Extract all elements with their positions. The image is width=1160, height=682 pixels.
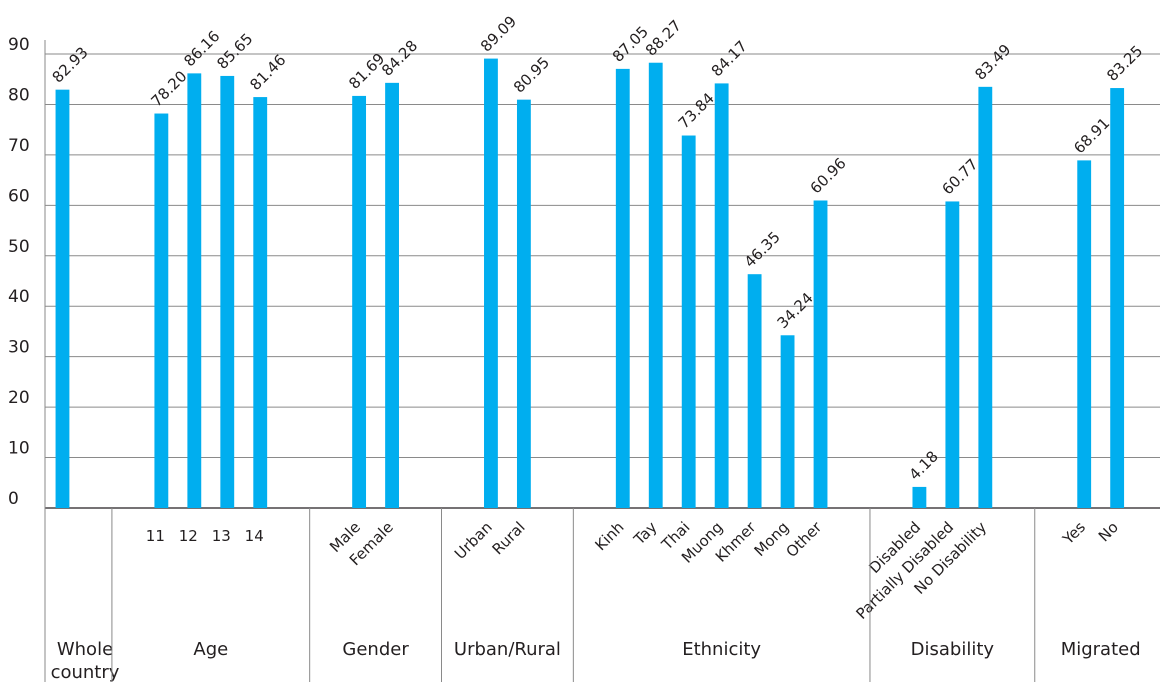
group-label: Age bbox=[193, 639, 228, 660]
data-label: 4.18 bbox=[906, 447, 942, 483]
data-label: 80.95 bbox=[510, 53, 553, 96]
data-label: 78.20 bbox=[147, 67, 190, 110]
gridlines bbox=[45, 53, 1160, 509]
bar bbox=[978, 86, 993, 509]
x-tick-label: Tay bbox=[630, 518, 661, 549]
x-tick-label: Mong bbox=[751, 518, 793, 560]
y-tick-label: 10 bbox=[8, 439, 30, 459]
bar bbox=[1077, 160, 1092, 508]
data-label: 73.84 bbox=[675, 89, 718, 132]
bar bbox=[253, 97, 268, 508]
group-label: Gender bbox=[342, 639, 409, 660]
bar bbox=[55, 89, 70, 509]
group-label: country bbox=[51, 662, 120, 682]
data-label: 84.28 bbox=[378, 37, 421, 80]
x-tick-label: Yes bbox=[1058, 518, 1089, 549]
bar bbox=[187, 73, 202, 508]
x-tick-label: 11 bbox=[146, 527, 165, 545]
bar bbox=[912, 486, 927, 508]
x-tick-label: Urban bbox=[451, 518, 496, 563]
data-label: 89.09 bbox=[477, 12, 520, 55]
bar bbox=[747, 274, 762, 508]
bar bbox=[352, 95, 367, 508]
bar bbox=[945, 201, 960, 509]
x-tick-label: No bbox=[1095, 518, 1122, 545]
y-tick-label: 80 bbox=[8, 85, 30, 105]
y-axis: 0 10 20 30 40 50 60 70 80 90 bbox=[8, 35, 30, 509]
bar bbox=[516, 99, 531, 508]
data-label: 82.93 bbox=[49, 43, 92, 86]
y-tick-label: 90 bbox=[8, 35, 30, 55]
data-label: 81.46 bbox=[246, 51, 289, 94]
x-tick-label: Kinh bbox=[592, 518, 628, 554]
x-tick-label: 12 bbox=[179, 527, 198, 545]
y-tick-label: 40 bbox=[8, 287, 30, 307]
data-label: 83.49 bbox=[971, 41, 1014, 84]
bar bbox=[648, 62, 663, 508]
group-label: Urban/Rural bbox=[454, 639, 561, 660]
group-label: Migrated bbox=[1061, 639, 1141, 660]
data-label: 83.25 bbox=[1103, 42, 1146, 85]
y-tick-label: 0 bbox=[8, 489, 19, 509]
x-tick-label: Other bbox=[783, 518, 826, 561]
bar bbox=[385, 82, 399, 509]
group-label: Whole bbox=[57, 639, 113, 660]
bar bbox=[813, 200, 828, 508]
y-tick-label: 50 bbox=[8, 237, 30, 257]
y-tick-label: 20 bbox=[8, 388, 30, 408]
data-label: 84.17 bbox=[708, 37, 751, 80]
bar bbox=[484, 58, 498, 508]
bar bbox=[1110, 88, 1125, 509]
x-tick-label: Rural bbox=[489, 518, 529, 558]
bar bbox=[154, 113, 169, 508]
y-tick-label: 30 bbox=[8, 338, 30, 358]
bar bbox=[780, 335, 795, 508]
group-label: Disability bbox=[911, 639, 995, 660]
data-label: 46.35 bbox=[741, 228, 784, 271]
bar bbox=[220, 75, 235, 509]
bar bbox=[615, 68, 630, 509]
data-label: 34.24 bbox=[774, 289, 817, 332]
y-tick-label: 70 bbox=[8, 136, 30, 156]
bar bbox=[714, 83, 729, 508]
data-label: 60.77 bbox=[938, 155, 981, 198]
x-tick-label: 14 bbox=[245, 527, 264, 545]
y-tick-label: 60 bbox=[8, 186, 30, 206]
x-tick-label: 13 bbox=[212, 527, 231, 545]
data-label: 60.96 bbox=[807, 154, 850, 197]
data-label: 68.91 bbox=[1070, 114, 1113, 157]
bar bbox=[681, 135, 696, 508]
group-label: Ethnicity bbox=[682, 639, 761, 660]
